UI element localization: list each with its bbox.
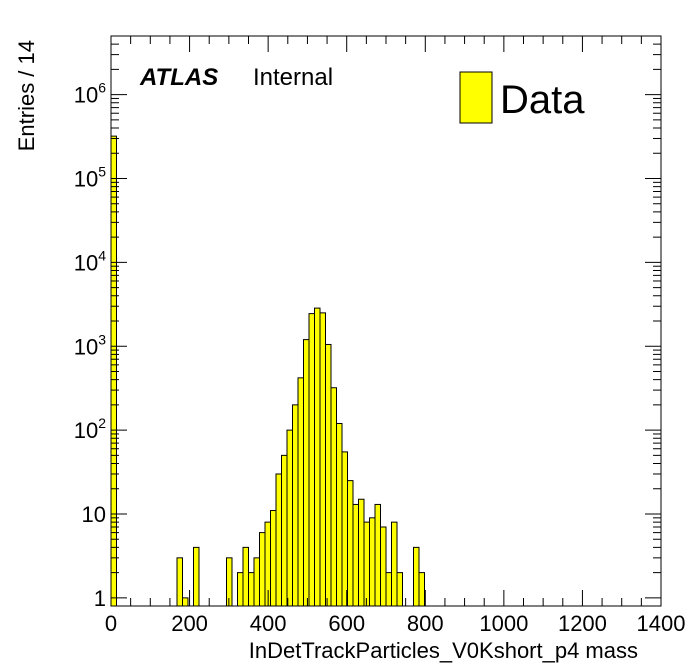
histogram-bar	[358, 498, 365, 607]
x-tick-label: 1000	[479, 611, 528, 636]
y-tick-labels: 1 10 102 103 104 105 106	[74, 80, 106, 611]
histogram-bar	[413, 546, 420, 607]
histogram-bar	[270, 510, 277, 607]
x-tick-labels: 0 200 400 600 800 1000 1200 1400	[105, 611, 686, 636]
histogram-bar	[369, 517, 376, 607]
y-tick-label: 10	[82, 502, 106, 527]
y-tick-label: 106	[74, 80, 106, 108]
histogram-bar	[182, 597, 189, 607]
histogram-bar	[325, 343, 332, 607]
histogram-bar	[380, 526, 387, 607]
histogram-bar	[341, 451, 348, 607]
histogram-bar	[253, 557, 260, 607]
status-label: Internal	[253, 64, 333, 91]
x-tick-label: 1200	[558, 611, 607, 636]
y-tick-label: 1	[94, 586, 106, 611]
legend-swatch	[459, 71, 493, 124]
histogram-bar	[385, 572, 392, 607]
histogram-bar	[330, 387, 337, 607]
histogram-bar	[242, 546, 249, 607]
x-tick-label: 600	[328, 611, 365, 636]
histogram-bar	[308, 313, 315, 607]
histogram-bar	[248, 572, 255, 607]
histogram-bar	[352, 503, 359, 607]
y-tick-label: 105	[74, 164, 106, 192]
atlas-label: ATLAS	[139, 64, 218, 91]
axis-ticks	[110, 35, 662, 606]
histogram-bar	[303, 339, 310, 607]
x-tick-label: 0	[105, 611, 117, 636]
histogram-bar	[363, 521, 370, 607]
y-tick-label: 103	[74, 331, 106, 359]
legend-label: Data	[500, 78, 585, 122]
histogram-bar	[418, 572, 425, 607]
x-tick-label: 1400	[637, 611, 686, 636]
histogram-bar	[259, 532, 266, 607]
histogram-bar	[292, 404, 299, 607]
histogram-bar	[374, 503, 381, 607]
histogram-bar	[193, 546, 200, 607]
x-tick-label: 800	[407, 611, 444, 636]
histogram-bar	[281, 454, 288, 607]
histogram-bar	[391, 521, 398, 607]
x-tick-label: 200	[171, 611, 208, 636]
histogram-bar	[314, 307, 321, 607]
y-tick-label: 102	[74, 415, 106, 443]
histogram-bar	[286, 429, 293, 607]
x-axis-title: InDetTrackParticles_V0Kshort_p4 mass	[249, 638, 638, 663]
plot-frame	[110, 35, 662, 607]
histogram-bar	[275, 473, 282, 607]
y-tick-label: 104	[74, 247, 106, 275]
histogram-bar	[176, 557, 183, 607]
histogram-bar	[336, 422, 343, 607]
histogram-bar	[319, 312, 326, 607]
y-axis-title: Entries / 14	[14, 40, 39, 151]
histogram-bar	[347, 480, 354, 607]
histogram-bar	[237, 572, 244, 607]
histogram-bar	[396, 572, 403, 607]
x-tick-label: 400	[250, 611, 287, 636]
histogram-bar	[297, 377, 304, 607]
